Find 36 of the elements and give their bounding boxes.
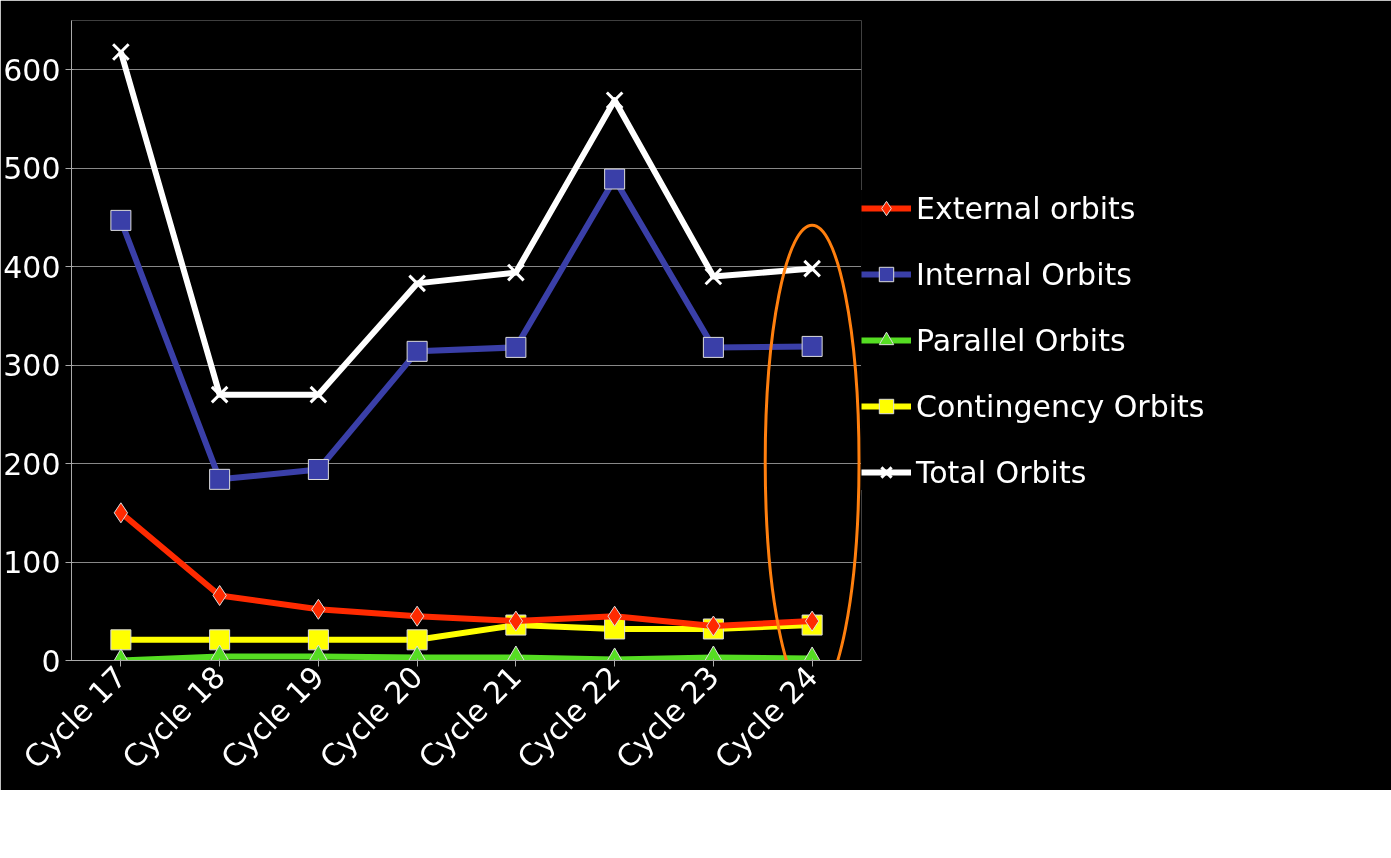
y-tick-label: 300: [3, 348, 61, 384]
point: [505, 336, 527, 358]
point: [804, 610, 820, 632]
point: [110, 209, 132, 231]
point: [309, 385, 328, 404]
point: [307, 629, 329, 651]
point: [307, 458, 329, 480]
legend-label: Total Orbits: [916, 454, 1087, 490]
legend-label: Internal Orbits: [916, 256, 1132, 292]
y-tick-label: 100: [3, 545, 61, 581]
point: [506, 263, 526, 282]
point: [210, 385, 229, 404]
y-tick-label: 600: [3, 52, 61, 88]
point: [605, 90, 624, 110]
legend-label: Parallel Orbits: [916, 322, 1126, 358]
point: [406, 340, 428, 362]
point: [801, 335, 823, 357]
point: [113, 502, 129, 524]
point: [704, 267, 723, 286]
point: [111, 42, 131, 62]
y-tick-label: 200: [3, 446, 61, 482]
point: [407, 274, 427, 293]
legend-label: External orbits: [916, 190, 1136, 226]
y-tick-label: 500: [3, 151, 61, 187]
point: [406, 629, 428, 651]
y-tick-label: 0: [41, 643, 61, 679]
point: [110, 629, 132, 651]
point: [508, 610, 524, 632]
point: [209, 468, 231, 490]
point: [604, 168, 626, 190]
point: [409, 605, 425, 627]
y-tick-label: 400: [3, 249, 61, 285]
point: [209, 629, 231, 651]
point: [802, 259, 822, 278]
legend-label: Contingency Orbits: [916, 388, 1205, 424]
point: [702, 336, 724, 358]
